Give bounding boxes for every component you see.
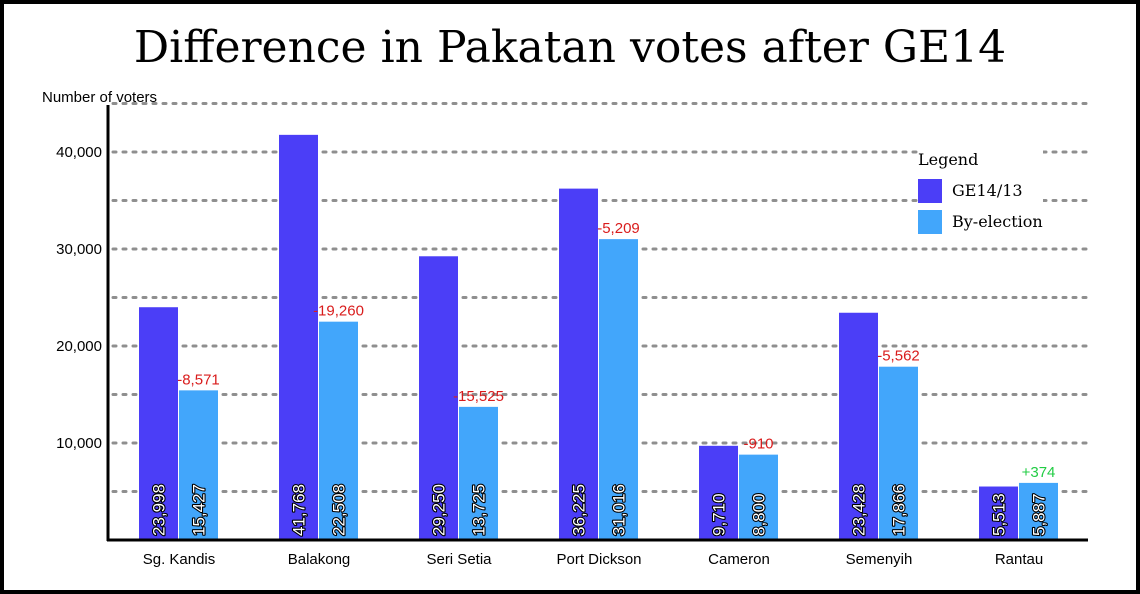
x-tick-label: Seri Setia [426,551,492,568]
bar-byelection [179,390,218,540]
bar-ge14 [839,312,878,540]
legend-label-byelection: By-election [952,212,1043,231]
legend: Legend GE14/13 By-election [918,150,1043,239]
difference-label: -8,571 [177,371,220,388]
y-tick-label: 10,000 [56,435,102,452]
x-tick-label: Rantau [995,551,1043,568]
difference-label: -15,525 [453,388,504,405]
bar-value-label-byelection: 13,725 [470,484,489,536]
x-tick-label: Sg. Kandis [143,551,216,568]
bar-byelection [319,321,358,540]
bar-ge14 [979,486,1018,540]
x-tick-label: Cameron [708,551,770,568]
bar-ge14 [699,445,738,540]
bar-value-label-byelection: 8,800 [750,493,769,536]
x-tick-label: Semenyih [846,551,913,568]
bar-byelection [739,454,778,540]
legend-item-byelection: By-election [918,208,1043,235]
legend-item-ge14: GE14/13 [918,177,1043,204]
bar-byelection [459,406,498,540]
bar-value-label-ge14: 36,225 [570,484,589,536]
y-tick-label: 40,000 [56,144,102,161]
bar-value-label-ge14: 41,768 [290,484,309,536]
difference-label: -5,562 [877,348,920,365]
legend-swatch-byelection [918,209,942,234]
bar-value-label-ge14: 23,998 [150,484,169,536]
difference-label: -19,260 [313,303,364,320]
bar-value-label-ge14: 23,428 [850,484,869,536]
bar-ge14 [279,134,318,540]
legend-swatch-ge14 [918,178,942,203]
x-tick-label: Port Dickson [556,551,641,568]
y-tick-label: 20,000 [56,338,102,355]
bar-byelection [1019,482,1058,540]
bar-value-label-byelection: 5,887 [1030,493,1049,536]
difference-label: -910 [743,436,773,453]
legend-label-ge14: GE14/13 [952,181,1023,200]
bar-ge14 [139,307,178,540]
bar-byelection [599,239,638,540]
bar-ge14 [419,256,458,540]
bar-value-label-byelection: 15,427 [190,484,209,536]
bar-value-label-byelection: 31,016 [610,484,629,536]
bar-ge14 [559,188,598,540]
difference-label: -5,209 [597,220,640,237]
y-axis-label: Number of voters [42,89,158,106]
bar-value-label-ge14: 9,710 [710,493,729,536]
legend-title: Legend [918,150,979,169]
x-tick-label: Balakong [288,551,351,568]
bar-value-label-byelection: 22,508 [330,484,349,536]
chart-title: Difference in Pakatan votes after GE14 [133,22,1007,73]
bar-byelection [879,366,918,540]
bar-value-label-ge14: 29,250 [430,484,449,536]
y-tick-label: 30,000 [56,241,102,258]
difference-label: +374 [1022,464,1056,481]
bar-value-label-ge14: 5,513 [990,493,1009,536]
bar-value-label-byelection: 17,866 [890,484,909,536]
